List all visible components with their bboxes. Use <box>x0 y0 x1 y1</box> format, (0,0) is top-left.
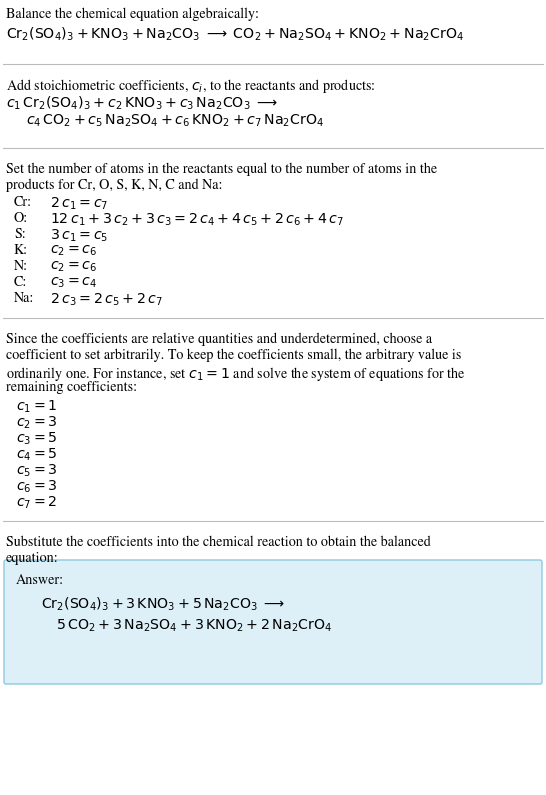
Text: Since the coefficients are relative quantities and underdetermined, choose a: Since the coefficients are relative quan… <box>6 333 432 347</box>
Text: Substitute the coefficients into the chemical reaction to obtain the balanced: Substitute the coefficients into the che… <box>6 536 431 549</box>
Text: O:: O: <box>14 212 28 225</box>
Text: $c_1 = 1$: $c_1 = 1$ <box>16 399 57 416</box>
Text: equation:: equation: <box>6 552 59 565</box>
Text: S:: S: <box>14 228 26 242</box>
Text: Cr:: Cr: <box>14 196 32 209</box>
Text: $2\,c_1 = c_7$: $2\,c_1 = c_7$ <box>50 196 108 212</box>
Text: $c_4 = 5$: $c_4 = 5$ <box>16 447 57 463</box>
Text: $c_5 = 3$: $c_5 = 3$ <box>16 463 58 479</box>
Text: $c_2 = c_6$: $c_2 = c_6$ <box>50 244 97 258</box>
Text: $3\,c_1 = c_5$: $3\,c_1 = c_5$ <box>50 228 108 244</box>
Text: K:: K: <box>14 244 28 258</box>
Text: $\mathrm{5\,CO_2 + 3\,Na_2SO_4 + 3\,KNO_2 + 2\,Na_2CrO_4}$: $\mathrm{5\,CO_2 + 3\,Na_2SO_4 + 3\,KNO_… <box>56 618 333 634</box>
Text: $\mathrm{Cr_2(SO_4)_3 + 3\,KNO_3 + 5\,Na_2CO_3 \;\longrightarrow}$: $\mathrm{Cr_2(SO_4)_3 + 3\,KNO_3 + 5\,Na… <box>41 596 285 614</box>
Text: $c_2 = 3$: $c_2 = 3$ <box>16 415 58 432</box>
FancyBboxPatch shape <box>4 560 542 684</box>
Text: $c_1\,\mathrm{Cr_2(SO_4)_3} + c_2\,\mathrm{KNO_3} + c_3\,\mathrm{Na_2CO_3} \;\lo: $c_1\,\mathrm{Cr_2(SO_4)_3} + c_2\,\math… <box>6 95 278 112</box>
Text: coefficient to set arbitrarily. To keep the coefficients small, the arbitrary va: coefficient to set arbitrarily. To keep … <box>6 349 461 363</box>
Text: $c_6 = 3$: $c_6 = 3$ <box>16 479 58 495</box>
Text: ordinarily one. For instance, set $c_1 = 1$ and solve the system of equations fo: ordinarily one. For instance, set $c_1 =… <box>6 365 466 383</box>
Text: remaining coefficients:: remaining coefficients: <box>6 381 137 394</box>
Text: Add stoichiometric coefficients, $c_i$, to the reactants and products:: Add stoichiometric coefficients, $c_i$, … <box>6 77 376 95</box>
Text: $c_7 = 2$: $c_7 = 2$ <box>16 495 57 511</box>
Text: $\mathrm{Cr_2(SO_4)_3 + KNO_3 + Na_2CO_3 \;\longrightarrow\; CO_2 + Na_2SO_4 + K: $\mathrm{Cr_2(SO_4)_3 + KNO_3 + Na_2CO_3… <box>6 26 464 44</box>
Text: Balance the chemical equation algebraically:: Balance the chemical equation algebraica… <box>6 8 259 21</box>
Text: $c_2 = c_6$: $c_2 = c_6$ <box>50 260 97 274</box>
Text: $c_4\,\mathrm{CO_2} + c_5\,\mathrm{Na_2SO_4} + c_6\,\mathrm{KNO_2} + c_7\,\mathr: $c_4\,\mathrm{CO_2} + c_5\,\mathrm{Na_2S… <box>26 113 324 130</box>
Text: $c_3 = 5$: $c_3 = 5$ <box>16 431 57 448</box>
Text: N:: N: <box>14 260 28 273</box>
Text: Set the number of atoms in the reactants equal to the number of atoms in the: Set the number of atoms in the reactants… <box>6 163 437 176</box>
Text: $c_3 = c_4$: $c_3 = c_4$ <box>50 276 97 290</box>
Text: Na:: Na: <box>14 292 34 305</box>
Text: $12\,c_1 + 3\,c_2 + 3\,c_3 = 2\,c_4 + 4\,c_5 + 2\,c_6 + 4\,c_7$: $12\,c_1 + 3\,c_2 + 3\,c_3 = 2\,c_4 + 4\… <box>50 212 344 228</box>
Text: Answer:: Answer: <box>16 574 64 588</box>
Text: $2\,c_3 = 2\,c_5 + 2\,c_7$: $2\,c_3 = 2\,c_5 + 2\,c_7$ <box>50 292 163 308</box>
Text: C:: C: <box>14 276 27 289</box>
Text: products for Cr, O, S, K, N, C and Na:: products for Cr, O, S, K, N, C and Na: <box>6 179 223 192</box>
